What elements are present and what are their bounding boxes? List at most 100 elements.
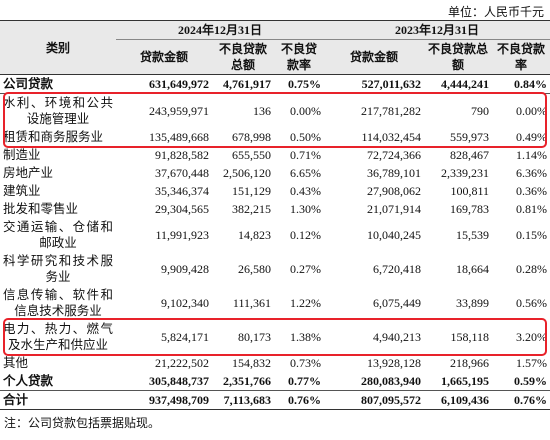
value-cell: 2,339,231 xyxy=(441,166,490,180)
value-cell: 1.30% xyxy=(290,202,322,216)
value-cell: 33,899 xyxy=(456,296,490,310)
value-cell: 0.56% xyxy=(516,296,548,310)
category-cell: 合计 xyxy=(3,393,29,407)
category-cell: 科学研究和技术服务业 xyxy=(3,254,113,284)
table-row: 批发和零售业 29,304,565 382,215 1.30% 21,071,914 16… xyxy=(0,200,550,218)
value-cell: 6,109,436 xyxy=(441,393,490,407)
value-cell: 2,506,120 xyxy=(223,166,271,180)
value-cell: 218,966 xyxy=(450,356,490,370)
table-row: 制造业 91,828,582 655,550 0.71% 72,724,366 828,4… xyxy=(0,146,550,164)
value-cell: 27,908,062 xyxy=(367,184,422,198)
table-row: 科学研究和技术服务业 9,909,428 26,580 0.27% 6,720,418 1… xyxy=(0,252,550,286)
value-cell: 158,118 xyxy=(450,330,490,344)
column-header: 贷款金额 xyxy=(116,39,212,75)
value-cell: 11,991,923 xyxy=(155,228,209,242)
category-cell: 电力、热力、燃气及水生产和供应业 xyxy=(3,322,113,352)
category-cell: 个人贷款 xyxy=(3,374,54,388)
value-cell: 1.57% xyxy=(516,356,548,370)
value-cell: 0.76% xyxy=(514,393,548,407)
value-cell: 382,215 xyxy=(232,202,271,216)
value-cell: 100,811 xyxy=(450,184,490,198)
value-cell: 169,783 xyxy=(450,202,490,216)
value-cell: 0.36% xyxy=(516,184,548,198)
table-row: 个人贷款 305,848,737 2,351,766 0.77% 280,083,940… xyxy=(0,372,550,391)
value-cell: 243,959,971 xyxy=(149,104,209,118)
table-row: 其他 21,222,502 154,832 0.73% 13,928,128 218,96… xyxy=(0,354,550,372)
table-row: 租赁和商务服务业 135,489,668 678,998 0.50% 114,032,4… xyxy=(0,128,550,146)
value-cell: 0.84% xyxy=(514,77,548,91)
value-cell: 4,444,241 xyxy=(441,77,490,91)
table-row: 水利、环境和公共设施管理业 243,959,971 136 0.00% 217,781,… xyxy=(0,94,550,129)
value-cell: 0.77% xyxy=(288,374,322,388)
value-cell: 9,909,428 xyxy=(161,262,209,276)
table-body: 公司贷款 631,649,972 4,761,917 0.75% 527,011,632… xyxy=(0,75,550,410)
value-cell: 80,173 xyxy=(238,330,271,344)
value-cell: 2,351,766 xyxy=(223,374,271,388)
value-cell: 14,823 xyxy=(238,228,271,242)
value-cell: 7,113,683 xyxy=(223,393,271,407)
category-cell: 水利、环境和公共设施管理业 xyxy=(3,96,113,126)
value-cell: 21,222,502 xyxy=(155,356,209,370)
value-cell: 1,665,195 xyxy=(441,374,490,388)
value-cell: 5,824,171 xyxy=(161,330,209,344)
value-cell: 280,083,940 xyxy=(361,374,422,388)
value-cell: 0.15% xyxy=(516,228,548,242)
value-cell: 828,467 xyxy=(450,148,490,162)
column-header: 不良贷款总额 xyxy=(212,39,274,75)
value-cell: 305,848,737 xyxy=(149,374,209,388)
value-cell: 151,129 xyxy=(232,184,271,198)
table-row: 交通运输、仓储和邮政业 11,991,923 14,823 0.12% 10,040,2… xyxy=(0,218,550,252)
value-cell: 1.38% xyxy=(290,330,322,344)
value-cell: 0.28% xyxy=(516,262,548,276)
value-cell: 91,828,582 xyxy=(155,148,209,162)
value-cell: 15,539 xyxy=(456,228,490,242)
value-cell: 631,649,972 xyxy=(149,77,209,91)
value-cell: 1.14% xyxy=(516,148,548,162)
value-cell: 0.71% xyxy=(290,148,322,162)
value-cell: 9,102,340 xyxy=(161,296,209,310)
category-cell: 租赁和商务服务业 xyxy=(3,130,104,144)
value-cell: 0.59% xyxy=(514,374,548,388)
value-cell: 26,580 xyxy=(238,262,271,276)
category-header: 类别 xyxy=(0,20,116,75)
category-cell: 其他 xyxy=(3,356,29,370)
category-cell: 制造业 xyxy=(3,148,41,162)
value-cell: 0.73% xyxy=(290,356,322,370)
value-cell: 6,075,449 xyxy=(373,296,422,310)
value-cell: 18,664 xyxy=(456,262,490,276)
value-cell: 111,361 xyxy=(232,296,271,310)
category-cell: 交通运输、仓储和邮政业 xyxy=(3,220,113,250)
category-cell: 房地产业 xyxy=(3,166,54,180)
value-cell: 527,011,632 xyxy=(361,77,422,91)
table-row: 公司贷款 631,649,972 4,761,917 0.75% 527,011,632… xyxy=(0,75,550,94)
value-cell: 114,032,454 xyxy=(361,130,422,144)
value-cell: 36,789,101 xyxy=(367,166,422,180)
column-header: 不良贷款率 xyxy=(274,39,325,75)
column-header: 不良贷款率 xyxy=(492,39,550,75)
value-cell: 0.76% xyxy=(288,393,322,407)
value-cell: 807,095,572 xyxy=(361,393,422,407)
column-header: 贷款金额 xyxy=(324,39,425,75)
value-cell: 0.43% xyxy=(290,184,322,198)
table-header: 类别 2024年12月31日 2023年12月31日 贷款金额 不良贷款总额 不良贷款率贷… xyxy=(0,20,550,75)
value-cell: 1.22% xyxy=(290,296,322,310)
value-cell: 0.81% xyxy=(516,202,548,216)
category-cell: 建筑业 xyxy=(3,184,41,198)
value-cell: 937,498,709 xyxy=(149,393,209,407)
value-cell: 136 xyxy=(253,104,271,118)
value-cell: 35,346,374 xyxy=(155,184,209,198)
footnote: 注：公司贷款包括票据贴现。 xyxy=(4,416,161,430)
table-row: 房地产业 37,670,448 2,506,120 6.65% 36,789,101 2,… xyxy=(0,164,550,182)
value-cell: 4,940,213 xyxy=(373,330,422,344)
column-header: 不良贷款总额 xyxy=(424,39,493,75)
value-cell: 0.49% xyxy=(516,130,548,144)
value-cell: 72,724,366 xyxy=(367,148,422,162)
value-cell: 6.36% xyxy=(516,166,548,180)
value-cell: 6.65% xyxy=(290,166,322,180)
value-cell: 0.27% xyxy=(290,262,322,276)
table-row: 电力、热力、燃气及水生产和供应业 5,824,171 80,173 1.38% 4,94… xyxy=(0,320,550,354)
value-cell: 4,761,917 xyxy=(223,77,271,91)
loan-table: 类别 2024年12月31日 2023年12月31日 贷款金额 不良贷款总额 不良贷款率贷… xyxy=(0,20,550,410)
value-cell: 0.00% xyxy=(290,104,322,118)
